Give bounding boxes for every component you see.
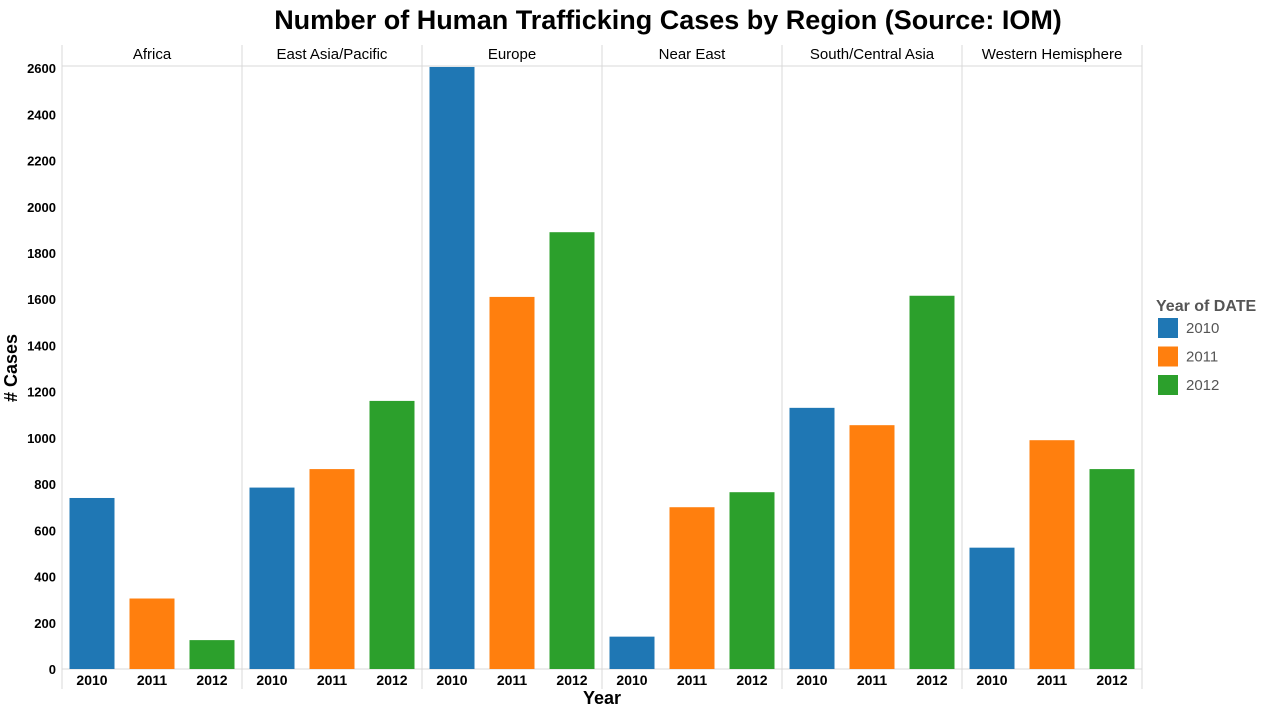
y-tick-label: 2400 <box>27 107 56 122</box>
legend-label: 2011 <box>1186 349 1218 366</box>
x-tick-label: 2010 <box>76 672 107 688</box>
x-tick-label: 2011 <box>497 672 528 688</box>
x-tick-label: 2010 <box>256 672 287 688</box>
region-label: Europe <box>488 46 536 63</box>
region-label: South/Central Asia <box>810 46 935 63</box>
x-axis-title: Year <box>583 688 621 708</box>
legend-label: 2010 <box>1186 320 1219 337</box>
x-tick-label: 2012 <box>376 672 407 688</box>
x-tick-label: 2012 <box>556 672 587 688</box>
bar <box>369 400 415 669</box>
bar <box>249 487 295 669</box>
x-tick-label: 2012 <box>736 672 767 688</box>
bar <box>969 547 1015 669</box>
y-tick-label: 600 <box>34 523 56 538</box>
x-tick-label: 2011 <box>1037 672 1068 688</box>
x-tick-label: 2010 <box>436 672 467 688</box>
y-axis: 0 200 400 600 800 1000 1200 1400 1600 1800 2000 220… <box>27 61 56 677</box>
x-tick-label: 2012 <box>1096 672 1127 688</box>
legend-swatch <box>1158 346 1178 367</box>
y-tick-label: 2600 <box>27 61 56 76</box>
legend-swatch <box>1158 318 1178 338</box>
x-tick-label: 2011 <box>317 672 348 688</box>
x-tick-label: 2010 <box>796 672 827 688</box>
bar <box>729 492 775 669</box>
y-tick-label: 1400 <box>27 338 56 353</box>
region-labels: Africa East Asia/Pacific Europe Near East So… <box>133 46 1122 63</box>
region-label: East Asia/Pacific <box>277 46 388 63</box>
bar <box>1029 440 1075 669</box>
bar <box>69 497 115 669</box>
bar <box>189 640 235 669</box>
y-axis-title: # Cases <box>1 334 21 402</box>
y-tick-label: 2000 <box>27 200 56 215</box>
bar <box>489 296 535 669</box>
y-tick-label: 2200 <box>27 154 56 169</box>
x-tick-label: 2010 <box>616 672 647 688</box>
x-tick-label: 2011 <box>677 672 708 688</box>
bar <box>129 598 175 669</box>
x-tick-label: 2012 <box>196 672 227 688</box>
x-tick-label: 2011 <box>137 672 168 688</box>
y-tick-label: 200 <box>34 616 56 631</box>
y-tick-label: 1800 <box>27 246 56 261</box>
region-label: Near East <box>659 46 727 63</box>
bar <box>789 407 835 669</box>
y-tick-label: 800 <box>34 477 56 492</box>
bar <box>609 636 655 669</box>
chart-title: Number of Human Trafficking Cases by Reg… <box>274 5 1062 35</box>
bar <box>1089 469 1135 669</box>
bars <box>69 66 1135 669</box>
bar <box>429 66 475 669</box>
y-tick-label: 1200 <box>27 385 56 400</box>
y-tick-label: 1000 <box>27 431 56 446</box>
bar <box>909 295 955 669</box>
x-tick-label: 2012 <box>916 672 947 688</box>
y-tick-label: 400 <box>34 570 56 585</box>
x-axis-ticks: 2010 2011 2012 2010 2011 2012 2010 2011 2012 2010… <box>76 672 1127 688</box>
bar <box>669 507 715 669</box>
legend-swatch <box>1158 375 1178 395</box>
legend: Year of DATE 2010 2011 2012 <box>1156 298 1257 395</box>
y-tick-label: 1600 <box>27 292 56 307</box>
y-tick-label: 0 <box>49 662 56 677</box>
legend-title: Year of DATE <box>1156 298 1257 315</box>
region-label: Western Hemisphere <box>982 46 1123 63</box>
bar <box>849 425 895 669</box>
x-tick-label: 2011 <box>857 672 888 688</box>
bar <box>309 469 355 669</box>
bar <box>549 232 595 669</box>
x-tick-label: 2010 <box>976 672 1007 688</box>
region-header-lines <box>61 45 1143 689</box>
legend-label: 2012 <box>1186 377 1219 394</box>
region-label: Africa <box>133 46 172 63</box>
